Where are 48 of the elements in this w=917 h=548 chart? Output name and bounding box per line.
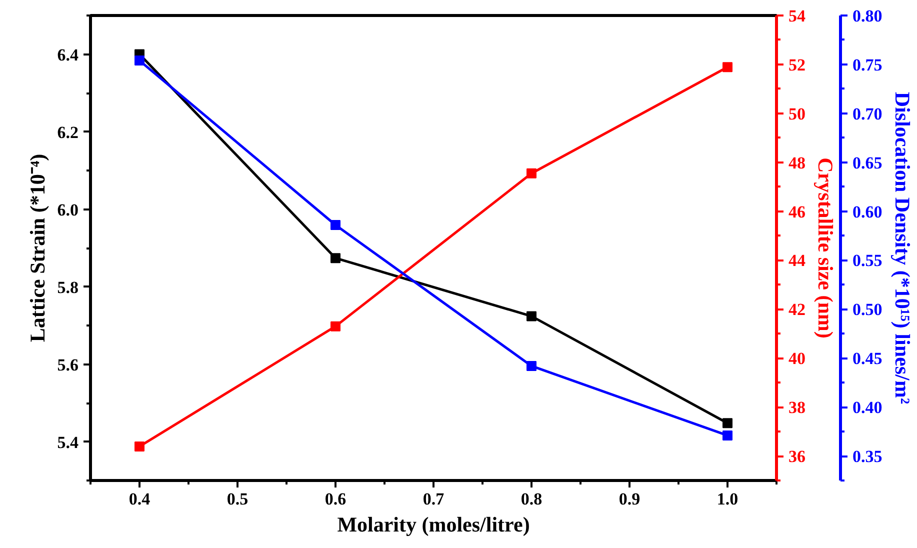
x-tick-label: 0.8	[520, 490, 542, 508]
point	[722, 62, 732, 72]
y3-tick-label: 0.40	[852, 398, 882, 418]
y3-tick-label: 0.70	[852, 104, 882, 124]
y3-tick-label: 0.65	[852, 153, 882, 172]
y3-tick-label: 0.80	[852, 6, 882, 26]
x-tick-label: 1.0	[716, 490, 738, 508]
y2-tick-label: 46	[788, 202, 806, 222]
x-tick-label: 0.7	[422, 490, 445, 508]
point	[526, 311, 536, 322]
y2-tick-label: 50	[788, 104, 806, 124]
y2-tick-label: 44	[788, 251, 806, 270]
y2-axis-title: Crystallite size (nm)	[814, 158, 838, 338]
y-tick-label: 5.6	[57, 355, 78, 374]
y2-tick-label: 54	[788, 6, 806, 26]
y3-axis-title: Dislocation Density (*10¹⁵) lines/m²	[890, 92, 914, 404]
y-tick-label: 5.8	[57, 278, 78, 297]
y3-tick-label: 0.45	[852, 349, 882, 368]
point	[134, 441, 144, 452]
y-tick-label: 5.4	[57, 432, 79, 452]
y2-tick-label: 48	[788, 153, 806, 172]
point	[330, 321, 340, 332]
y3-tick-label: 0.60	[852, 202, 882, 222]
x-axis-title: Molarity (moles/litre)	[337, 512, 530, 536]
point	[134, 56, 144, 66]
y-tick-label: 6.4	[57, 45, 79, 64]
y2-tick-label: 52	[788, 55, 806, 74]
point	[526, 360, 536, 371]
y-axis-title: Lattice Strain (*10⁻⁴)	[25, 154, 50, 342]
y-tick-label: 6.2	[57, 122, 78, 142]
y3-tick-label: 0.50	[852, 300, 882, 320]
x-tick-label: 0.4	[128, 490, 151, 508]
point	[330, 220, 340, 230]
point	[722, 430, 732, 440]
point	[526, 168, 536, 178]
y2-tick-label: 42	[788, 300, 806, 320]
y2-tick-label: 38	[788, 398, 806, 418]
x-tick-label: 0.5	[226, 490, 248, 508]
y3-tick-label: 0.35	[852, 447, 882, 466]
point	[330, 253, 340, 264]
y2-tick-label: 40	[788, 349, 806, 368]
x-tick-label: 0.6	[324, 490, 346, 508]
y3-tick-label: 0.75	[852, 55, 882, 74]
point	[722, 418, 732, 428]
x-tick-label: 0.9	[618, 490, 640, 508]
y-tick-label: 6.0	[57, 200, 78, 220]
y3-tick-label: 0.55	[852, 251, 882, 270]
y2-tick-label: 36	[788, 447, 806, 466]
